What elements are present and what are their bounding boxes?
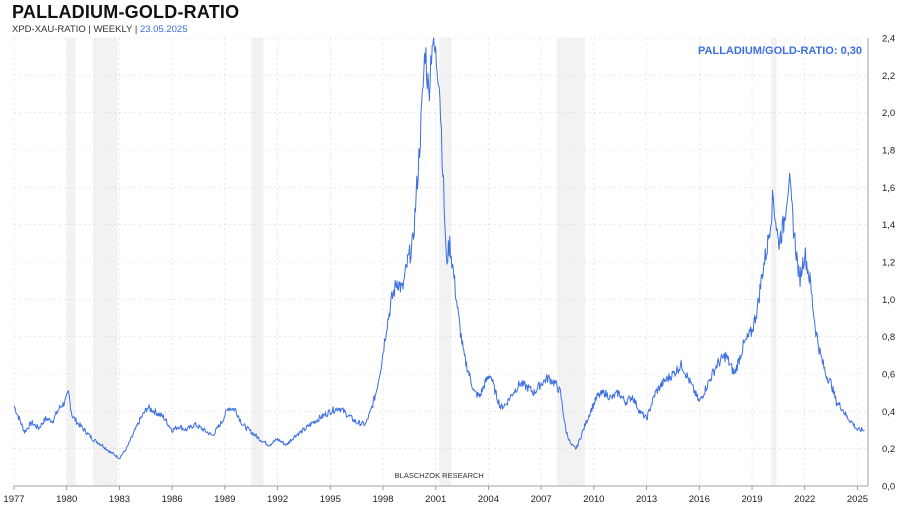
x-tick-label-12: 2013 xyxy=(636,494,657,505)
recession-band-0 xyxy=(66,38,76,486)
axes xyxy=(14,38,869,487)
series-line-palladium-gold xyxy=(13,37,865,459)
x-tick-label-7: 1998 xyxy=(372,494,393,505)
source-label: BLASCHZOK RESEARCH xyxy=(395,471,484,480)
tick-labels: 0,0 0,2 0,4 0,6 0,8 1,0 1,2 1,4 1,6 1,8 2,0 2,2 2,4 1… xyxy=(3,34,895,506)
subtitle-text: XPD-XAU-RATIO | WEEKLY | xyxy=(12,24,138,35)
x-tick-label-3: 1986 xyxy=(162,494,183,505)
chart-subtitle: XPD-XAU-RATIO | WEEKLY | 23.05.2025 xyxy=(12,24,187,35)
x-tick-label-10: 2007 xyxy=(531,494,552,505)
y-tick-label-9: 1,8 xyxy=(882,146,895,157)
y-tick-label-11: 2,2 xyxy=(882,71,895,82)
x-tick-label-8: 2001 xyxy=(425,494,446,505)
y-tick-label-10: 2,0 xyxy=(882,108,895,119)
y-tick-label-1: 0,2 xyxy=(882,444,895,455)
chart-title: PALLADIUM-GOLD-RATIO xyxy=(12,2,240,22)
y-tick-label-4: 0,8 xyxy=(882,332,895,343)
y-tick-label-3: 0,6 xyxy=(882,370,895,381)
x-tick-label-15: 2022 xyxy=(794,494,815,505)
y-tick-label-2: 0,4 xyxy=(882,407,895,418)
x-tick-label-9: 2004 xyxy=(478,494,499,505)
recession-band-2 xyxy=(251,38,264,486)
x-tick-label-4: 1989 xyxy=(214,494,235,505)
x-tick-label-0: 1977 xyxy=(3,494,24,505)
y-tick-label-6: 1,2 xyxy=(882,258,895,269)
x-tick-label-5: 1992 xyxy=(267,494,288,505)
x-tick-label-14: 2019 xyxy=(741,494,762,505)
x-tick-label-6: 1995 xyxy=(320,494,341,505)
y-tick-label-8: 1,6 xyxy=(882,183,895,194)
x-tick-label-16: 2025 xyxy=(847,494,868,505)
x-tick-label-13: 2016 xyxy=(689,494,710,505)
recession-band-5 xyxy=(771,38,777,486)
y-tick-label-0: 0,0 xyxy=(882,482,895,493)
x-tick-label-1: 1980 xyxy=(56,494,77,505)
x-tick-label-11: 2010 xyxy=(583,494,604,505)
latest-value-annotation: PALLADIUM/GOLD-RATIO: 0,30 xyxy=(698,45,862,57)
x-tick-label-2: 1983 xyxy=(109,494,130,505)
subtitle-date: 23.05.2025 xyxy=(139,24,188,35)
y-tick-label-7: 1,4 xyxy=(882,220,895,231)
y-tick-label-12: 2,4 xyxy=(882,34,895,45)
y-tick-label-5: 1,0 xyxy=(882,295,895,306)
